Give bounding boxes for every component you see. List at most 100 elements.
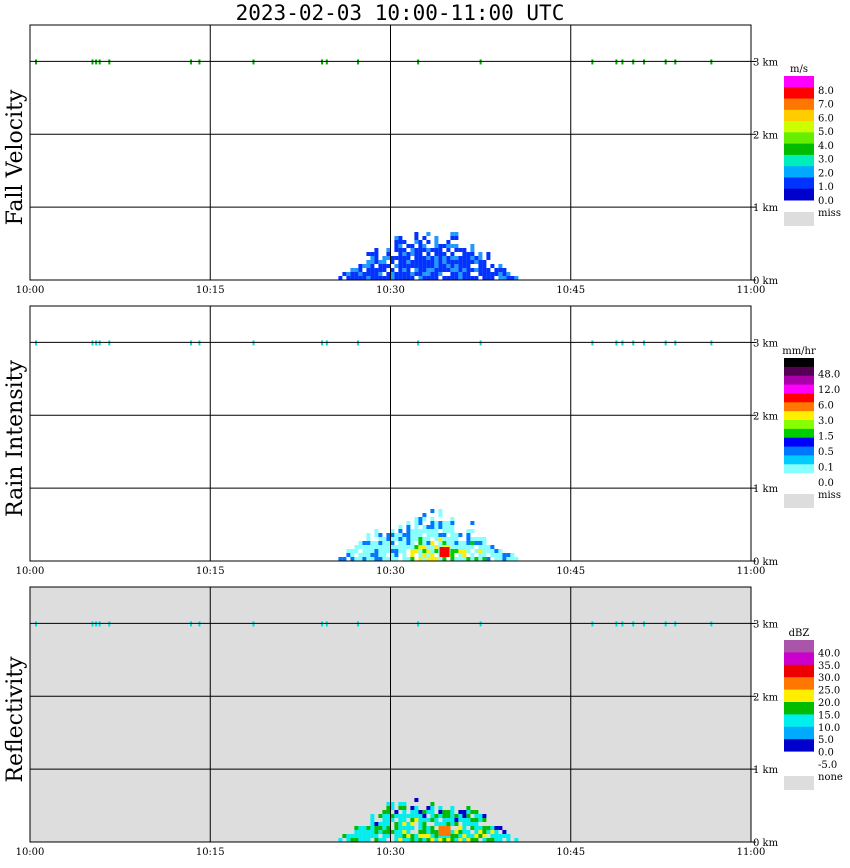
- echo-cell: [474, 276, 479, 280]
- echo-cell: [410, 814, 415, 818]
- echo-cell: [398, 236, 403, 240]
- echo-cell: [450, 549, 455, 553]
- echo-cell: [490, 272, 495, 276]
- x-tick-label: 10:15: [196, 847, 225, 858]
- echo-cell: [454, 557, 459, 561]
- echo-cell: [430, 268, 435, 272]
- echo-cell: [434, 248, 439, 252]
- echo-cell: [422, 549, 427, 553]
- echo-cell: [430, 529, 435, 533]
- echo-cell: [418, 264, 423, 268]
- echo-cell: [414, 252, 419, 256]
- echo-cell: [462, 838, 467, 842]
- echo-cell: [414, 236, 419, 240]
- echo-cell: [378, 537, 383, 541]
- echo-cell: [498, 834, 503, 838]
- echo-cell: [382, 834, 387, 838]
- echo-cell: [374, 822, 379, 826]
- echo-cell: [398, 525, 403, 529]
- echo-cell: [478, 830, 483, 834]
- x-tick-label: 10:00: [16, 566, 45, 577]
- echo-cell: [458, 533, 463, 537]
- echo-cell: [378, 545, 383, 549]
- echo-cell: [474, 268, 479, 272]
- echo-cell: [442, 533, 447, 537]
- echo-cell: [394, 240, 399, 244]
- echo-cell: [410, 541, 415, 545]
- clutter-mark: [643, 59, 646, 65]
- legend-swatch: [784, 446, 814, 456]
- echo-cell: [462, 818, 467, 822]
- echo-cell: [466, 537, 471, 541]
- echo-cell: [366, 268, 371, 272]
- echo-cell: [438, 814, 443, 818]
- echo-cell: [418, 240, 423, 244]
- legend-label: 6.0: [818, 401, 834, 412]
- echo-cell: [342, 272, 347, 276]
- echo-cell: [422, 826, 427, 830]
- echo-cell: [382, 553, 387, 557]
- echo-cell: [446, 268, 451, 272]
- echo-cell: [466, 834, 471, 838]
- echo-cell: [402, 830, 407, 834]
- echo-cell: [462, 553, 467, 557]
- echo-cell: [466, 256, 471, 260]
- echo-cell: [362, 541, 367, 545]
- echo-cell: [434, 236, 439, 240]
- echo-cell: [422, 529, 427, 533]
- echo-cell: [430, 802, 435, 806]
- echo-cell: [430, 525, 435, 529]
- echo-cell: [398, 830, 403, 834]
- echo-cell: [430, 517, 435, 521]
- echo-cell: [366, 834, 371, 838]
- echo-cell: [410, 818, 415, 822]
- echo-cell: [402, 248, 407, 252]
- echo-cell: [390, 557, 395, 561]
- echo-cell: [362, 545, 367, 549]
- legend-swatch: [784, 640, 814, 653]
- echo-cell: [418, 545, 423, 549]
- echo-cell: [450, 834, 455, 838]
- echo-cell: [386, 549, 391, 553]
- echo-cell: [410, 264, 415, 268]
- echo-cell: [398, 826, 403, 830]
- echo-cell: [398, 838, 403, 842]
- echo-cell: [402, 256, 407, 260]
- echo-cell: [502, 553, 507, 557]
- echo-cell: [462, 541, 467, 545]
- echo-cell: [466, 533, 471, 537]
- echo-cell: [378, 814, 383, 818]
- legend-swatch: [784, 177, 814, 190]
- echo-cell: [514, 838, 519, 842]
- echo-cell: [374, 545, 379, 549]
- echo-cell: [398, 248, 403, 252]
- echo-cell: [422, 272, 427, 276]
- y-tick-label: 3 km: [753, 338, 779, 349]
- echo-cell: [454, 834, 459, 838]
- echo-cell: [382, 818, 387, 822]
- echo-cell: [410, 260, 415, 264]
- echo-cell: [454, 276, 459, 280]
- echo-cell: [494, 838, 499, 842]
- echo-cell: [498, 272, 503, 276]
- echo-cell: [430, 260, 435, 264]
- echo-cell: [454, 549, 459, 553]
- echo-cell: [386, 252, 391, 256]
- clutter-mark: [325, 59, 328, 65]
- echo-cell: [430, 810, 435, 814]
- y-tick-label: 1 km: [753, 765, 779, 776]
- echo-cell: [454, 818, 459, 822]
- echo-cell: [470, 838, 475, 842]
- clutter-mark: [91, 59, 94, 65]
- echo-cell: [474, 256, 479, 260]
- echo-cell: [486, 276, 491, 280]
- echo-cell: [494, 557, 499, 561]
- echo-cell: [426, 256, 431, 260]
- echo-cell: [434, 521, 439, 525]
- x-tick-label: 10:00: [16, 285, 45, 296]
- echo-cell: [366, 545, 371, 549]
- echo-cell: [338, 838, 343, 842]
- echo-cell: [482, 834, 487, 838]
- echo-cell: [422, 248, 427, 252]
- echo-cell: [354, 549, 359, 553]
